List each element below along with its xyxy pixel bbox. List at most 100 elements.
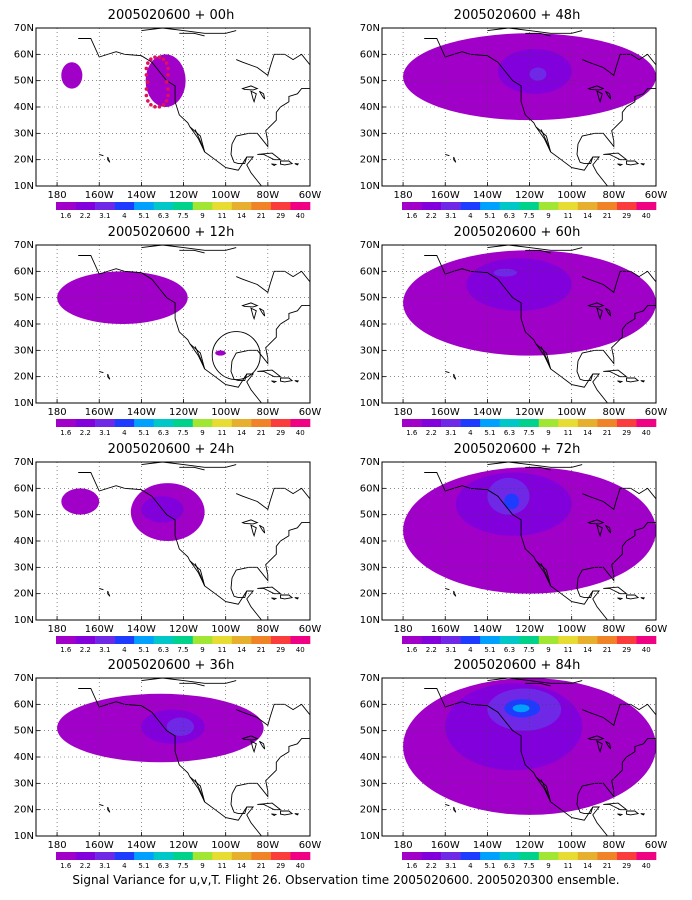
colorbar-swatch xyxy=(114,636,135,644)
colorbar-label: 7.5 xyxy=(177,862,188,870)
coast-line xyxy=(189,126,206,152)
island-outline xyxy=(617,597,624,601)
colorbar-label: 9 xyxy=(200,429,204,437)
colorbar-label: 21 xyxy=(257,429,266,437)
x-tick-label: 100W xyxy=(557,407,586,418)
colorbar-label: 6.3 xyxy=(158,429,169,437)
colorbar-label: 4 xyxy=(468,646,473,654)
colorbar-label: 14 xyxy=(237,212,246,220)
coast-line xyxy=(179,466,205,471)
colorbar-label: 2.2 xyxy=(426,212,437,220)
y-tick-label: 50N xyxy=(360,726,380,737)
coastline xyxy=(424,677,657,837)
y-tick-label: 70N xyxy=(14,457,34,468)
y-tick-label: 70N xyxy=(14,23,34,34)
colorbar: 1.6 2.2 3.1 4 5.1 6.3 7.5 9 11 14 21 29 40 xyxy=(402,202,657,220)
island-outline xyxy=(617,163,624,167)
island-outline xyxy=(626,810,640,816)
y-tick-label: 60N xyxy=(360,266,380,277)
colorbar-swatch xyxy=(402,419,422,427)
coast-line xyxy=(189,776,206,802)
colorbar-swatch xyxy=(558,636,579,644)
colorbar-label: 14 xyxy=(237,646,246,654)
map-panel-24h: 2005020600 + 24h 180 160W 140W 120W 100W 80W 6… xyxy=(6,442,336,654)
colorbar-label: 3.1 xyxy=(99,429,110,437)
island-outline xyxy=(626,160,640,166)
variance-region-3-1 xyxy=(529,67,547,81)
colorbar-swatch xyxy=(538,852,559,860)
coast-line xyxy=(577,305,656,365)
coast-line xyxy=(525,682,551,687)
observation-dot xyxy=(144,87,149,91)
colorbar-label: 29 xyxy=(622,862,631,870)
coast-line xyxy=(535,560,552,586)
y-tick-label: 40N xyxy=(360,102,380,113)
panel-plot: 180 160W 140W 120W 100W 80W 60W 10N 20N 30N 40N 50N… xyxy=(14,457,322,654)
colorbar-label: 21 xyxy=(257,212,266,220)
coast-line xyxy=(236,53,311,77)
panel-plot: 180 160W 140W 120W 100W 80W 60W 10N 20N 30N 40N 50N… xyxy=(360,457,668,654)
colorbar-label: 21 xyxy=(257,646,266,654)
variance-region-3-1 xyxy=(166,717,195,736)
colorbar-swatch xyxy=(421,419,442,427)
colorbar-label: 5.1 xyxy=(484,212,495,220)
variance-region-1-6 xyxy=(215,350,226,356)
coast-line xyxy=(576,360,594,382)
map-panel-12h: 2005020600 + 12h 180 160W 140W 120W 100W 80W 6… xyxy=(6,225,336,437)
y-tick-label: 20N xyxy=(14,589,34,600)
colorbar-label: 1.6 xyxy=(406,862,418,870)
map-panel-48h: 2005020600 + 48h 180 160W 140W 120W 100W 80W 6… xyxy=(352,8,682,220)
coast-line xyxy=(236,703,311,727)
y-tick-label: 20N xyxy=(14,805,34,816)
observation-dot xyxy=(153,55,157,60)
observation-dot xyxy=(144,66,149,71)
colorbar-label: 5.1 xyxy=(138,862,149,870)
x-tick-label: 180 xyxy=(48,407,67,418)
x-tick-label: 140W xyxy=(127,840,156,851)
lake-outline xyxy=(259,307,266,317)
coast-line xyxy=(576,577,594,599)
lake-outline xyxy=(605,307,612,317)
y-tick-label: 40N xyxy=(14,536,34,547)
island-outline xyxy=(445,370,450,374)
y-tick-label: 30N xyxy=(14,562,34,573)
x-tick-label: 140W xyxy=(473,190,502,201)
panel-title: 2005020600 + 84h xyxy=(453,658,581,673)
colorbar-swatch xyxy=(480,852,500,860)
colorbar-label: 11 xyxy=(218,212,227,220)
y-tick-label: 60N xyxy=(14,699,34,710)
y-tick-label: 30N xyxy=(14,778,34,789)
colorbar-swatch xyxy=(597,636,618,644)
x-tick-label: 160W xyxy=(431,190,460,201)
colorbar-label: 21 xyxy=(603,862,612,870)
lake-outline xyxy=(250,524,257,538)
x-tick-label: 80W xyxy=(257,840,280,851)
colorbar-label: 11 xyxy=(218,429,227,437)
colorbar-swatch xyxy=(75,202,96,210)
colorbar-label: 3.1 xyxy=(99,646,110,654)
lake-outline xyxy=(605,90,612,100)
coast-line xyxy=(525,249,551,254)
colorbar-label: 2.2 xyxy=(80,646,91,654)
observation-dot xyxy=(166,93,170,98)
colorbar-label: 29 xyxy=(276,429,285,437)
coast-line xyxy=(231,305,310,365)
x-tick-label: 120W xyxy=(515,624,544,635)
colorbar-swatch xyxy=(75,419,96,427)
colorbar-label: 40 xyxy=(296,862,305,870)
lake-outline xyxy=(596,524,603,538)
colorbar-swatch xyxy=(558,202,579,210)
colorbar-swatch xyxy=(251,636,272,644)
coast-line xyxy=(535,343,552,369)
gridlines xyxy=(382,462,656,620)
observation-dot xyxy=(149,102,153,107)
colorbar-label: 9 xyxy=(546,862,550,870)
colorbar-swatch xyxy=(577,419,598,427)
y-tick-label: 20N xyxy=(360,372,380,383)
x-tick-label: 160W xyxy=(85,840,114,851)
colorbar-swatch xyxy=(134,852,154,860)
colorbar-label: 9 xyxy=(200,212,204,220)
colorbar-label: 3.1 xyxy=(99,862,110,870)
colorbar-label: 40 xyxy=(642,212,651,220)
colorbar-swatch xyxy=(480,419,500,427)
